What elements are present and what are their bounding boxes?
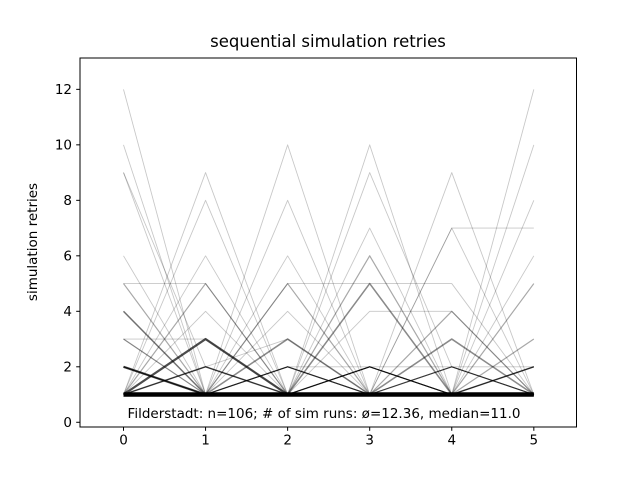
x-tick-label: 5 bbox=[530, 433, 539, 449]
run-lines-layer bbox=[122, 89, 535, 397]
y-tick-label: 8 bbox=[63, 193, 72, 209]
y-axis-label: simulation retries bbox=[25, 183, 41, 301]
y-tick-label: 0 bbox=[63, 415, 72, 431]
annotation-text: Filderstadt: n=106; # of sim runs: ø=12.… bbox=[128, 406, 521, 422]
y-tick-label: 6 bbox=[63, 248, 72, 264]
x-tick-label: 1 bbox=[201, 433, 210, 449]
y-tick-label: 4 bbox=[63, 304, 72, 320]
y-tick-label: 2 bbox=[63, 359, 72, 375]
chart-title: sequential simulation retries bbox=[210, 32, 446, 51]
y-tick-label: 12 bbox=[55, 82, 72, 98]
y-tick-label: 10 bbox=[55, 137, 72, 153]
x-tick-label: 2 bbox=[283, 433, 292, 449]
x-axis-ticks: 0 1 2 3 4 5 bbox=[119, 427, 538, 449]
y-axis-ticks: 0 2 4 6 8 10 12 bbox=[55, 82, 80, 431]
x-tick-label: 3 bbox=[365, 433, 374, 449]
x-tick-label: 4 bbox=[447, 433, 456, 449]
run-line bbox=[123, 338, 534, 395]
run-line bbox=[123, 366, 534, 395]
x-tick-label: 0 bbox=[119, 433, 128, 449]
axes-spines bbox=[79, 57, 577, 428]
